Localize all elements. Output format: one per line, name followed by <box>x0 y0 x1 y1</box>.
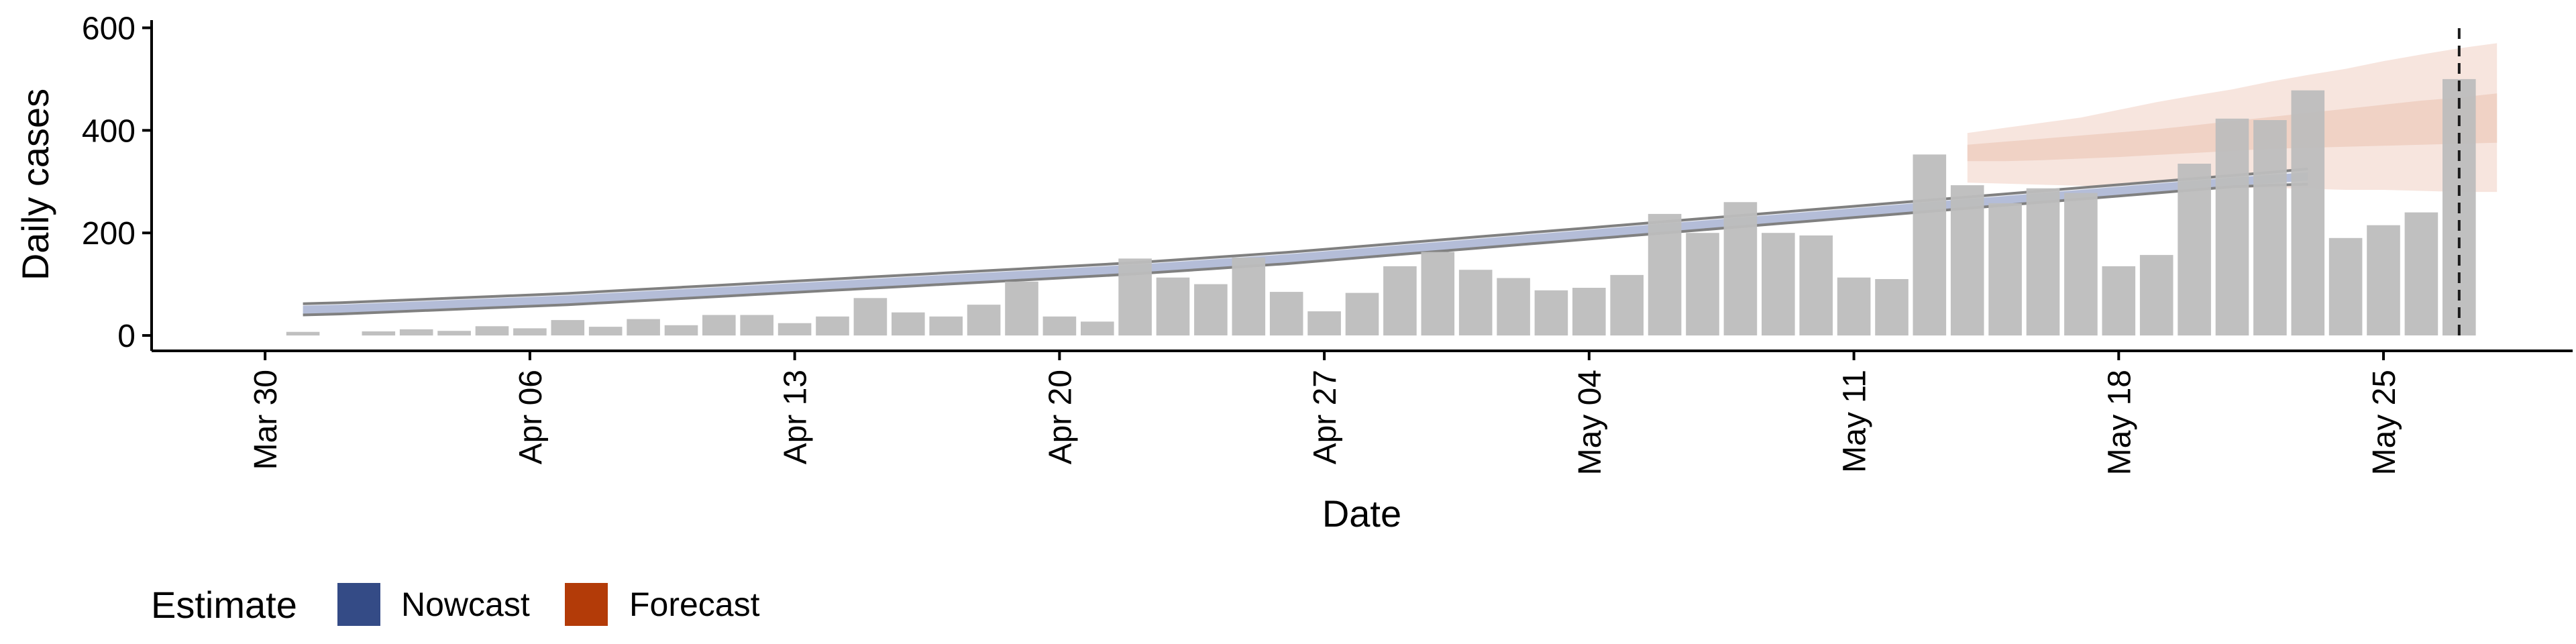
bar <box>1799 235 1833 335</box>
legend-title: Estimate <box>151 584 297 626</box>
bar <box>892 312 925 336</box>
y-tick-label: 200 <box>82 216 136 252</box>
bar <box>1042 316 1077 336</box>
x-axis-ticks: Mar 30 Apr 06 Apr 13 Apr 20 Apr 27 May 04 May … <box>248 351 2402 475</box>
bar <box>702 315 736 336</box>
x-tick-label: May 25 <box>2367 370 2402 475</box>
bar <box>399 329 433 336</box>
x-tick-label: Mar 30 <box>248 370 284 470</box>
legend-swatch-forecast <box>565 583 608 626</box>
bars-layer <box>286 78 2476 336</box>
bar <box>1232 257 1266 336</box>
y-tick-label: 600 <box>82 11 136 46</box>
x-tick-label: Apr 20 <box>1042 370 1078 464</box>
axes-layer: 0 200 400 600 Mar 30 Apr 06 Apr 13 Apr 20 Apr 2… <box>82 11 2573 475</box>
bar <box>437 331 471 336</box>
bar <box>1269 292 1303 336</box>
legend-swatch-nowcast <box>337 583 380 626</box>
legend-label-forecast: Forecast <box>629 586 760 623</box>
bar <box>2328 237 2363 335</box>
bar <box>513 328 547 336</box>
bar <box>967 305 1001 336</box>
bar <box>1005 281 1038 336</box>
bar <box>1497 278 1530 336</box>
bar <box>1988 203 2022 336</box>
x-tick-label: Apr 13 <box>778 370 814 464</box>
bar <box>1648 213 1682 335</box>
bar <box>551 320 585 335</box>
bar <box>1194 284 1228 335</box>
bar <box>1345 292 1379 335</box>
bar <box>588 327 623 336</box>
bar <box>740 315 773 336</box>
bar <box>2253 120 2287 335</box>
bar <box>2064 193 2098 336</box>
bar <box>1913 154 1947 336</box>
bar <box>1762 233 1795 336</box>
y-tick-label: 400 <box>82 113 136 149</box>
bar <box>627 319 660 336</box>
bar <box>1534 290 1568 336</box>
legend-label-nowcast: Nowcast <box>401 586 530 623</box>
bar <box>816 316 849 336</box>
nowcast-median-band <box>303 172 2308 314</box>
x-tick-label: May 04 <box>1572 370 1608 475</box>
bar <box>2026 188 2060 336</box>
x-axis-title: Date <box>1322 492 1401 535</box>
bar <box>1156 277 1190 336</box>
bar <box>929 316 963 336</box>
x-tick-label: Apr 06 <box>513 370 549 464</box>
bar <box>1572 288 1606 336</box>
bar <box>1875 279 1909 336</box>
x-tick-label: May 18 <box>2102 370 2137 475</box>
bar <box>2102 266 2136 336</box>
bar <box>1723 202 1758 335</box>
y-axis-title: Daily cases <box>14 89 56 280</box>
bar <box>664 325 698 336</box>
x-tick-label: May 11 <box>1837 370 1873 473</box>
bar <box>1421 252 1455 336</box>
bar <box>1610 274 1644 336</box>
bar <box>475 326 509 336</box>
bar <box>2404 212 2438 335</box>
bar <box>1458 270 1493 335</box>
bar <box>2178 164 2211 336</box>
bar <box>1950 185 1984 336</box>
bar <box>777 323 812 335</box>
bar <box>286 331 320 336</box>
bar <box>1118 258 1152 336</box>
x-tick-label: Apr 27 <box>1307 370 1343 464</box>
bar <box>1837 277 1871 336</box>
bar <box>2139 255 2174 336</box>
y-axis-ticks: 0 200 400 600 <box>82 11 152 354</box>
bar <box>1307 311 1341 335</box>
bar <box>2291 90 2325 336</box>
bar <box>362 331 396 336</box>
bar <box>853 298 888 336</box>
bar <box>1081 321 1114 335</box>
legend: Estimate Nowcast Forecast <box>151 583 760 626</box>
bar <box>1383 266 1417 336</box>
bar <box>2367 225 2400 335</box>
bar <box>2215 118 2249 336</box>
bar <box>1686 233 1719 336</box>
y-tick-label: 0 <box>117 319 136 354</box>
